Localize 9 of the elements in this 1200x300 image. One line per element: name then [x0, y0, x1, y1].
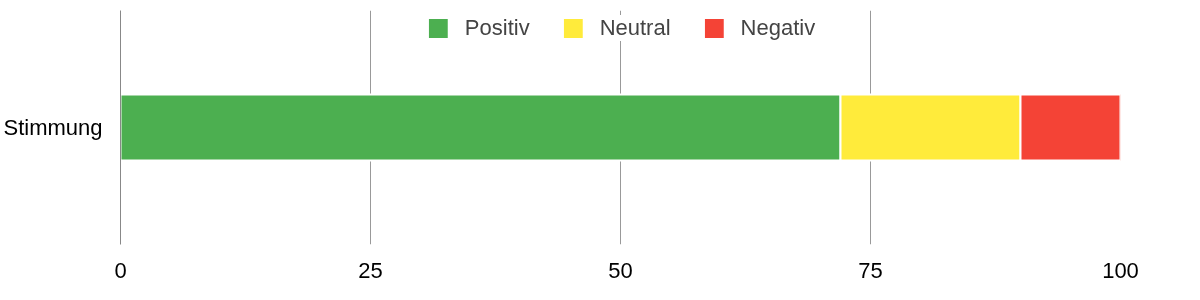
x-tick-label: 0 — [114, 257, 127, 283]
legend-label: Negativ — [740, 15, 816, 41]
x-tick-label: 75 — [858, 257, 883, 283]
x-tick-label: 50 — [608, 257, 633, 283]
y-tick-label: Stimmung — [3, 115, 103, 140]
x-tick-label: 100 — [1102, 257, 1139, 283]
legend-label: Positiv — [464, 15, 530, 41]
x-tick-label: 25 — [358, 257, 383, 283]
legend-label: Neutral — [599, 15, 671, 41]
